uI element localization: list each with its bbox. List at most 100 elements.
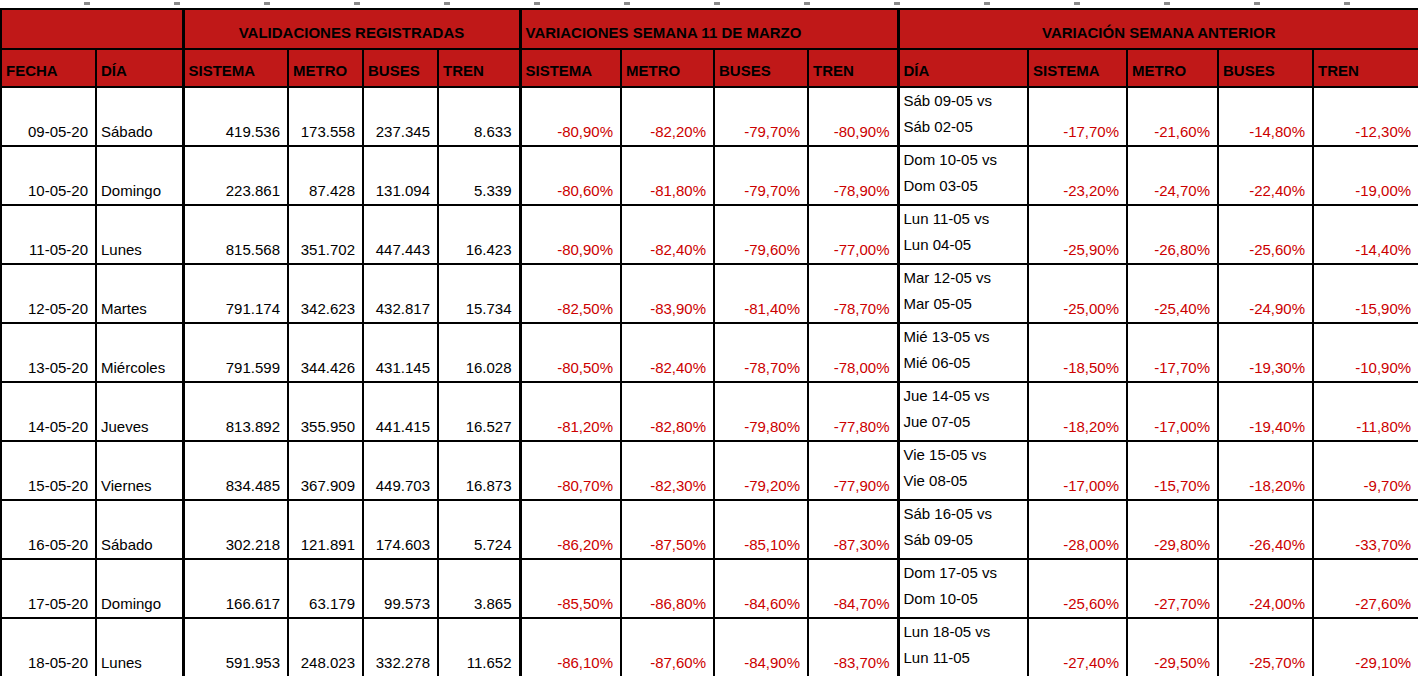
comparacion-line-1: Mié 13-05 vs: [904, 324, 1021, 350]
cell-var-marzo-sistema: -81,20%: [520, 382, 621, 441]
cell-validaciones-tren: 3.865: [438, 559, 520, 618]
cell-validaciones-metro: 342.623: [288, 264, 363, 323]
cell-dia: Domingo: [96, 146, 183, 205]
cell-var-anterior-sistema: -23,20%: [1028, 146, 1127, 205]
cell-var-marzo-sistema: -80,50%: [520, 323, 621, 382]
cell-var-marzo-sistema: -86,10%: [520, 618, 621, 676]
cell-var-marzo-buses: -84,90%: [714, 618, 808, 676]
table-row: 09-05-20 Sábado 419.536 173.558 237.345 …: [1, 87, 1418, 146]
cell-fecha: 17-05-20: [1, 559, 96, 618]
group-header-empty: [1, 9, 183, 49]
cell-validaciones-metro: 351.702: [288, 205, 363, 264]
cell-var-marzo-buses: -79,70%: [714, 146, 808, 205]
cell-validaciones-metro: 248.023: [288, 618, 363, 676]
cell-var-anterior-tren: -15,90%: [1313, 264, 1418, 323]
cell-var-marzo-metro: -86,80%: [621, 559, 714, 618]
cell-validaciones-metro: 367.909: [288, 441, 363, 500]
cell-var-marzo-buses: -79,60%: [714, 205, 808, 264]
cell-var-anterior-tren: -19,00%: [1313, 146, 1418, 205]
cell-var-marzo-metro: -87,60%: [621, 618, 714, 676]
col-header-metro-var-marzo: METRO: [621, 49, 714, 87]
cell-validaciones-sistema: 166.617: [183, 559, 288, 618]
cell-var-marzo-tren: -84,70%: [808, 559, 898, 618]
cell-var-anterior-sistema: -25,00%: [1028, 264, 1127, 323]
cell-validaciones-tren: 16.028: [438, 323, 520, 382]
col-header-buses-var-marzo: BUSES: [714, 49, 808, 87]
comparacion-line-1: Jue 14-05 vs: [904, 383, 1021, 409]
col-header-buses-var-anterior: BUSES: [1218, 49, 1313, 87]
cell-dia: Viernes: [96, 441, 183, 500]
cell-comparacion-dia: Dom 10-05 vs Dom 03-05: [898, 146, 1028, 205]
cell-validaciones-buses: 237.345: [363, 87, 438, 146]
cell-comparacion-dia: Dom 17-05 vs Dom 10-05: [898, 559, 1028, 618]
cell-var-anterior-sistema: -18,50%: [1028, 323, 1127, 382]
cell-validaciones-sistema: 813.892: [183, 382, 288, 441]
cell-var-anterior-metro: -29,50%: [1127, 618, 1218, 676]
col-header-buses-validaciones: BUSES: [363, 49, 438, 87]
cell-var-anterior-tren: -9,70%: [1313, 441, 1418, 500]
cell-validaciones-sistema: 791.174: [183, 264, 288, 323]
group-header-validaciones-registradas: VALIDACIONES REGISTRADAS: [183, 9, 520, 49]
cell-fecha: 18-05-20: [1, 618, 96, 676]
cell-fecha: 16-05-20: [1, 500, 96, 559]
cell-var-marzo-metro: -82,30%: [621, 441, 714, 500]
comparacion-line-2: Vie 08-05: [904, 468, 1021, 494]
cell-var-marzo-buses: -81,40%: [714, 264, 808, 323]
cell-validaciones-buses: 174.603: [363, 500, 438, 559]
cell-var-marzo-buses: -79,80%: [714, 382, 808, 441]
cell-var-marzo-metro: -82,20%: [621, 87, 714, 146]
col-header-sistema-validaciones: SISTEMA: [183, 49, 288, 87]
cell-var-anterior-tren: -10,90%: [1313, 323, 1418, 382]
cell-fecha: 09-05-20: [1, 87, 96, 146]
cell-fecha: 12-05-20: [1, 264, 96, 323]
cell-var-marzo-tren: -87,30%: [808, 500, 898, 559]
cell-dia: Martes: [96, 264, 183, 323]
table-row: 14-05-20 Jueves 813.892 355.950 441.415 …: [1, 382, 1418, 441]
cell-var-anterior-buses: -25,60%: [1218, 205, 1313, 264]
cell-fecha: 15-05-20: [1, 441, 96, 500]
comparacion-line-2: Lun 04-05: [904, 232, 1021, 258]
table-row: 16-05-20 Sábado 302.218 121.891 174.603 …: [1, 500, 1418, 559]
cell-validaciones-tren: 16.873: [438, 441, 520, 500]
cell-var-anterior-buses: -19,30%: [1218, 323, 1313, 382]
cell-validaciones-metro: 121.891: [288, 500, 363, 559]
comparacion-line-1: Vie 15-05 vs: [904, 442, 1021, 468]
cell-var-anterior-metro: -17,00%: [1127, 382, 1218, 441]
group-header-variacion-semana-anterior: VARIACIÓN SEMANA ANTERIOR: [898, 9, 1418, 49]
cell-var-marzo-metro: -82,80%: [621, 382, 714, 441]
cell-var-marzo-sistema: -85,50%: [520, 559, 621, 618]
cell-dia: Sábado: [96, 87, 183, 146]
cell-comparacion-dia: Vie 15-05 vs Vie 08-05: [898, 441, 1028, 500]
cell-var-marzo-sistema: -80,70%: [520, 441, 621, 500]
table-row: 13-05-20 Miércoles 791.599 344.426 431.1…: [1, 323, 1418, 382]
cell-var-anterior-tren: -14,40%: [1313, 205, 1418, 264]
cell-var-marzo-sistema: -80,90%: [520, 87, 621, 146]
group-header-row: VALIDACIONES REGISTRADAS VARIACIONES SEM…: [1, 9, 1418, 49]
col-header-dia: DÍA: [96, 49, 183, 87]
group-header-variaciones-semana-marzo: VARIACIONES SEMANA 11 DE MARZO: [520, 9, 898, 49]
cell-comparacion-dia: Mié 13-05 vs Mié 06-05: [898, 323, 1028, 382]
col-header-dia-comparacion: DÍA: [898, 49, 1028, 87]
cell-var-anterior-sistema: -27,40%: [1028, 618, 1127, 676]
cell-comparacion-dia: Mar 12-05 vs Mar 05-05: [898, 264, 1028, 323]
cell-var-marzo-metro: -82,40%: [621, 323, 714, 382]
cell-validaciones-sistema: 223.861: [183, 146, 288, 205]
cell-validaciones-buses: 332.278: [363, 618, 438, 676]
cell-var-anterior-metro: -27,70%: [1127, 559, 1218, 618]
cell-var-marzo-tren: -77,90%: [808, 441, 898, 500]
cell-var-anterior-sistema: -17,00%: [1028, 441, 1127, 500]
col-header-fecha: FECHA: [1, 49, 96, 87]
cell-validaciones-sistema: 815.568: [183, 205, 288, 264]
cell-var-anterior-sistema: -25,90%: [1028, 205, 1127, 264]
cell-fecha: 14-05-20: [1, 382, 96, 441]
col-header-tren-var-anterior: TREN: [1313, 49, 1418, 87]
comparacion-line-2: Mié 06-05: [904, 350, 1021, 376]
comparacion-line-1: Dom 10-05 vs: [904, 147, 1021, 173]
col-header-sistema-var-marzo: SISTEMA: [520, 49, 621, 87]
comparacion-line-1: Sáb 16-05 vs: [904, 501, 1021, 527]
comparacion-line-2: Sáb 02-05: [904, 114, 1021, 140]
gridline-ticks: [0, 0, 1418, 8]
cell-var-marzo-sistema: -86,20%: [520, 500, 621, 559]
cell-var-marzo-tren: -83,70%: [808, 618, 898, 676]
validations-table: VALIDACIONES REGISTRADAS VARIACIONES SEM…: [0, 8, 1418, 676]
